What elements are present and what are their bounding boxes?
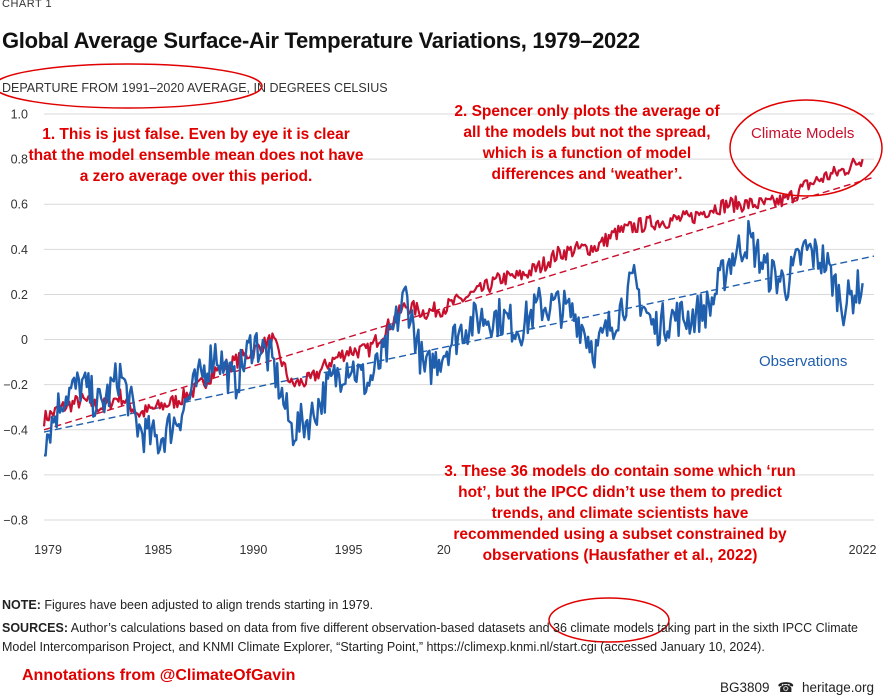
y-tick-label: 0 [21,333,28,347]
series-line-models [42,157,864,427]
grid-layer [44,113,874,521]
x-tick-label: 20 [437,543,451,557]
x-tick-label: 1990 [239,543,267,557]
sources-label: SOURCES: [2,621,68,635]
chart-title: Global Average Surface-Air Temperature V… [2,28,640,53]
trend-line [43,176,875,431]
chart-subtitle: DEPARTURE FROM 1991–2020 AVERAGE, IN DEG… [2,81,388,95]
x-tick-labels: 1979 1985 1990 1995 20 2022 [34,543,876,557]
chart-kicker: CHART 1 [2,0,53,10]
y-tick-label: −0.8 [3,514,28,528]
x-tick-label: 2022 [849,543,877,557]
y-tick-label: 0.8 [11,153,28,167]
series-line-observations [43,219,864,457]
sources-text: Author’s calculations based on data from… [2,621,859,654]
sources-line: SOURCES: Author’s calculations based on … [2,619,882,657]
site-name: heritage.org [801,680,874,695]
note-label: NOTE: [2,598,41,612]
data-series [42,157,864,457]
climate-models-highlight-circle [729,99,883,197]
y-tick-label: −0.4 [3,423,28,437]
trend-lines [43,176,875,433]
subtitle-highlight-circle [0,63,263,109]
annotation-credit: Annotations from @ClimateOfGavin [22,667,296,684]
y-tick-label: −0.6 [3,468,28,482]
note-text: Figures have been adjusted to align tren… [44,598,374,612]
x-tick-label: 1985 [144,543,172,557]
bell-icon: ☎ [777,680,795,695]
y-tick-labels: 1.0 0.8 0.6 0.4 0.2 0 −0.2 −0.4 −0.6 −0.8 [3,108,28,528]
note-line: NOTE: Figures have been adjusted to alig… [2,598,872,612]
y-tick-label: −0.2 [3,378,28,392]
annotation-3: 3. These 36 models do contain some which… [444,463,796,564]
y-tick-label: 1.0 [11,108,28,122]
y-tick-label: 0.4 [11,243,28,257]
y-tick-label: 0.6 [11,198,28,212]
report-id: BG3809 [720,680,770,695]
legend-observations: Observations [759,353,848,370]
x-tick-label: 1995 [335,543,363,557]
legend-climate-models: Climate Models [751,125,855,142]
footer-branding: BG3809 ☎ heritage.org [720,680,874,696]
trend-line [43,255,875,433]
annotation-1: 1. This is just false. Even by eye it is… [28,126,364,185]
sources-highlight-circle [548,597,670,643]
x-tick-label: 1979 [34,543,62,557]
y-tick-label: 0.2 [11,288,28,302]
annotation-2: 2. Spencer only plots the average of all… [454,103,720,183]
